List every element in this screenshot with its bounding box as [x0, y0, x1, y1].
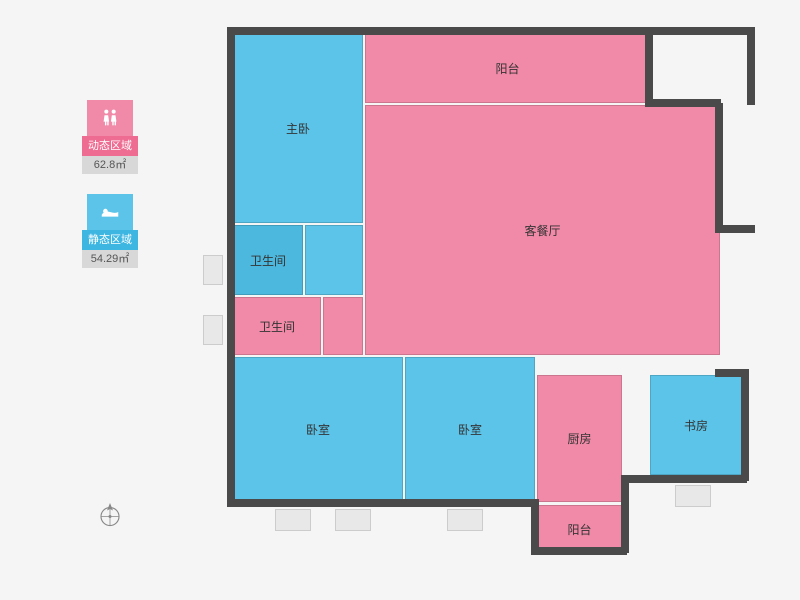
legend-static-value: 54.29㎡: [82, 250, 138, 268]
room-bedroom1: 卧室: [233, 357, 403, 502]
room-label: 客餐厅: [524, 222, 560, 239]
exterior-tab: [335, 509, 371, 531]
exterior-tab: [675, 485, 711, 507]
room-bedroom2: 卧室: [405, 357, 535, 502]
exterior-tab: [203, 255, 223, 285]
room-label: 阳台: [567, 521, 591, 538]
room-study: 书房: [650, 375, 742, 475]
wall-segment: [645, 27, 653, 105]
wall-segment: [621, 475, 629, 553]
wall-segment: [227, 27, 755, 35]
room-label: 厨房: [567, 430, 591, 447]
wall-segment: [531, 547, 627, 555]
room-label: 卧室: [306, 421, 330, 438]
room-label: 书房: [684, 417, 708, 434]
plan-cutout: [725, 107, 755, 223]
legend-dynamic-value: 62.8㎡: [82, 156, 138, 174]
room-label: 阳台: [495, 60, 519, 77]
room-label: 卫生间: [250, 252, 286, 269]
room-corridor: [323, 297, 363, 355]
room-kitchen: 厨房: [537, 375, 622, 502]
wall-segment: [747, 27, 755, 105]
exterior-tab: [275, 509, 311, 531]
wall-segment: [531, 499, 539, 553]
wall-segment: [715, 103, 723, 231]
room-living: 客餐厅: [365, 105, 720, 355]
room-bath1: 卫生间: [233, 225, 303, 295]
compass-icon: [95, 500, 125, 530]
wall-segment: [621, 475, 747, 483]
room-balcony-bot: 阳台: [537, 505, 622, 553]
room-bath2: 卫生间: [233, 297, 321, 355]
legend-static-label: 静态区域: [82, 230, 138, 250]
room-balcony-top: 阳台: [365, 33, 650, 103]
legend-dynamic-label: 动态区域: [82, 136, 138, 156]
floorplan: 阳台主卧卫生间客餐厅卫生间卧室卧室厨房书房阳台: [215, 15, 760, 555]
people-icon: [87, 100, 133, 136]
wall-segment: [227, 499, 537, 507]
exterior-tab: [447, 509, 483, 531]
legend-dynamic: 动态区域 62.8㎡: [80, 100, 140, 174]
exterior-tab: [203, 315, 223, 345]
wall-segment: [715, 369, 747, 377]
plan-cutout: [655, 35, 747, 97]
wall-segment: [741, 369, 749, 481]
legend-static: 静态区域 54.29㎡: [80, 194, 140, 268]
room-master-bed: 主卧: [233, 33, 363, 223]
room-label: 主卧: [286, 120, 310, 137]
sleep-icon: [87, 194, 133, 230]
room-label: 卧室: [458, 421, 482, 438]
wall-segment: [227, 27, 235, 505]
room-label: 卫生间: [259, 318, 295, 335]
wall-segment: [645, 99, 721, 107]
room-hall-strip: [305, 225, 363, 295]
legend: 动态区域 62.8㎡ 静态区域 54.29㎡: [80, 100, 140, 288]
